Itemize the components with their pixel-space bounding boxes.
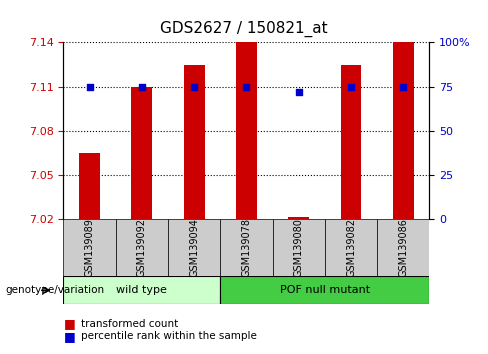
Text: GSM139089: GSM139089 xyxy=(84,218,95,277)
Bar xyxy=(288,217,309,219)
Point xyxy=(399,84,407,90)
Text: transformed count: transformed count xyxy=(81,319,178,329)
FancyBboxPatch shape xyxy=(220,219,273,276)
Point xyxy=(86,84,94,90)
FancyBboxPatch shape xyxy=(220,276,429,304)
Text: ■: ■ xyxy=(63,330,75,343)
Point xyxy=(295,89,303,95)
Bar xyxy=(183,64,204,219)
Bar xyxy=(393,42,414,219)
Text: GSM139086: GSM139086 xyxy=(398,218,408,277)
Text: GSM139092: GSM139092 xyxy=(137,218,147,277)
Text: GSM139080: GSM139080 xyxy=(294,218,304,277)
Text: genotype/variation: genotype/variation xyxy=(5,285,104,295)
Point xyxy=(190,84,198,90)
Bar xyxy=(79,153,100,219)
Text: GSM139078: GSM139078 xyxy=(242,218,251,277)
FancyBboxPatch shape xyxy=(116,219,168,276)
Text: GSM139082: GSM139082 xyxy=(346,218,356,277)
Point xyxy=(347,84,355,90)
Text: GSM139094: GSM139094 xyxy=(189,218,199,277)
Bar xyxy=(236,42,257,219)
FancyBboxPatch shape xyxy=(63,219,116,276)
Text: percentile rank within the sample: percentile rank within the sample xyxy=(81,331,256,341)
Text: GDS2627 / 150821_at: GDS2627 / 150821_at xyxy=(160,21,328,38)
Text: wild type: wild type xyxy=(117,285,167,295)
Point xyxy=(138,84,146,90)
Text: ■: ■ xyxy=(63,318,75,330)
Text: POF null mutant: POF null mutant xyxy=(280,285,370,295)
FancyBboxPatch shape xyxy=(63,276,220,304)
FancyBboxPatch shape xyxy=(168,219,220,276)
Bar xyxy=(341,64,362,219)
Point xyxy=(243,84,250,90)
Bar xyxy=(131,87,152,219)
FancyBboxPatch shape xyxy=(377,219,429,276)
FancyBboxPatch shape xyxy=(273,219,325,276)
FancyBboxPatch shape xyxy=(325,219,377,276)
